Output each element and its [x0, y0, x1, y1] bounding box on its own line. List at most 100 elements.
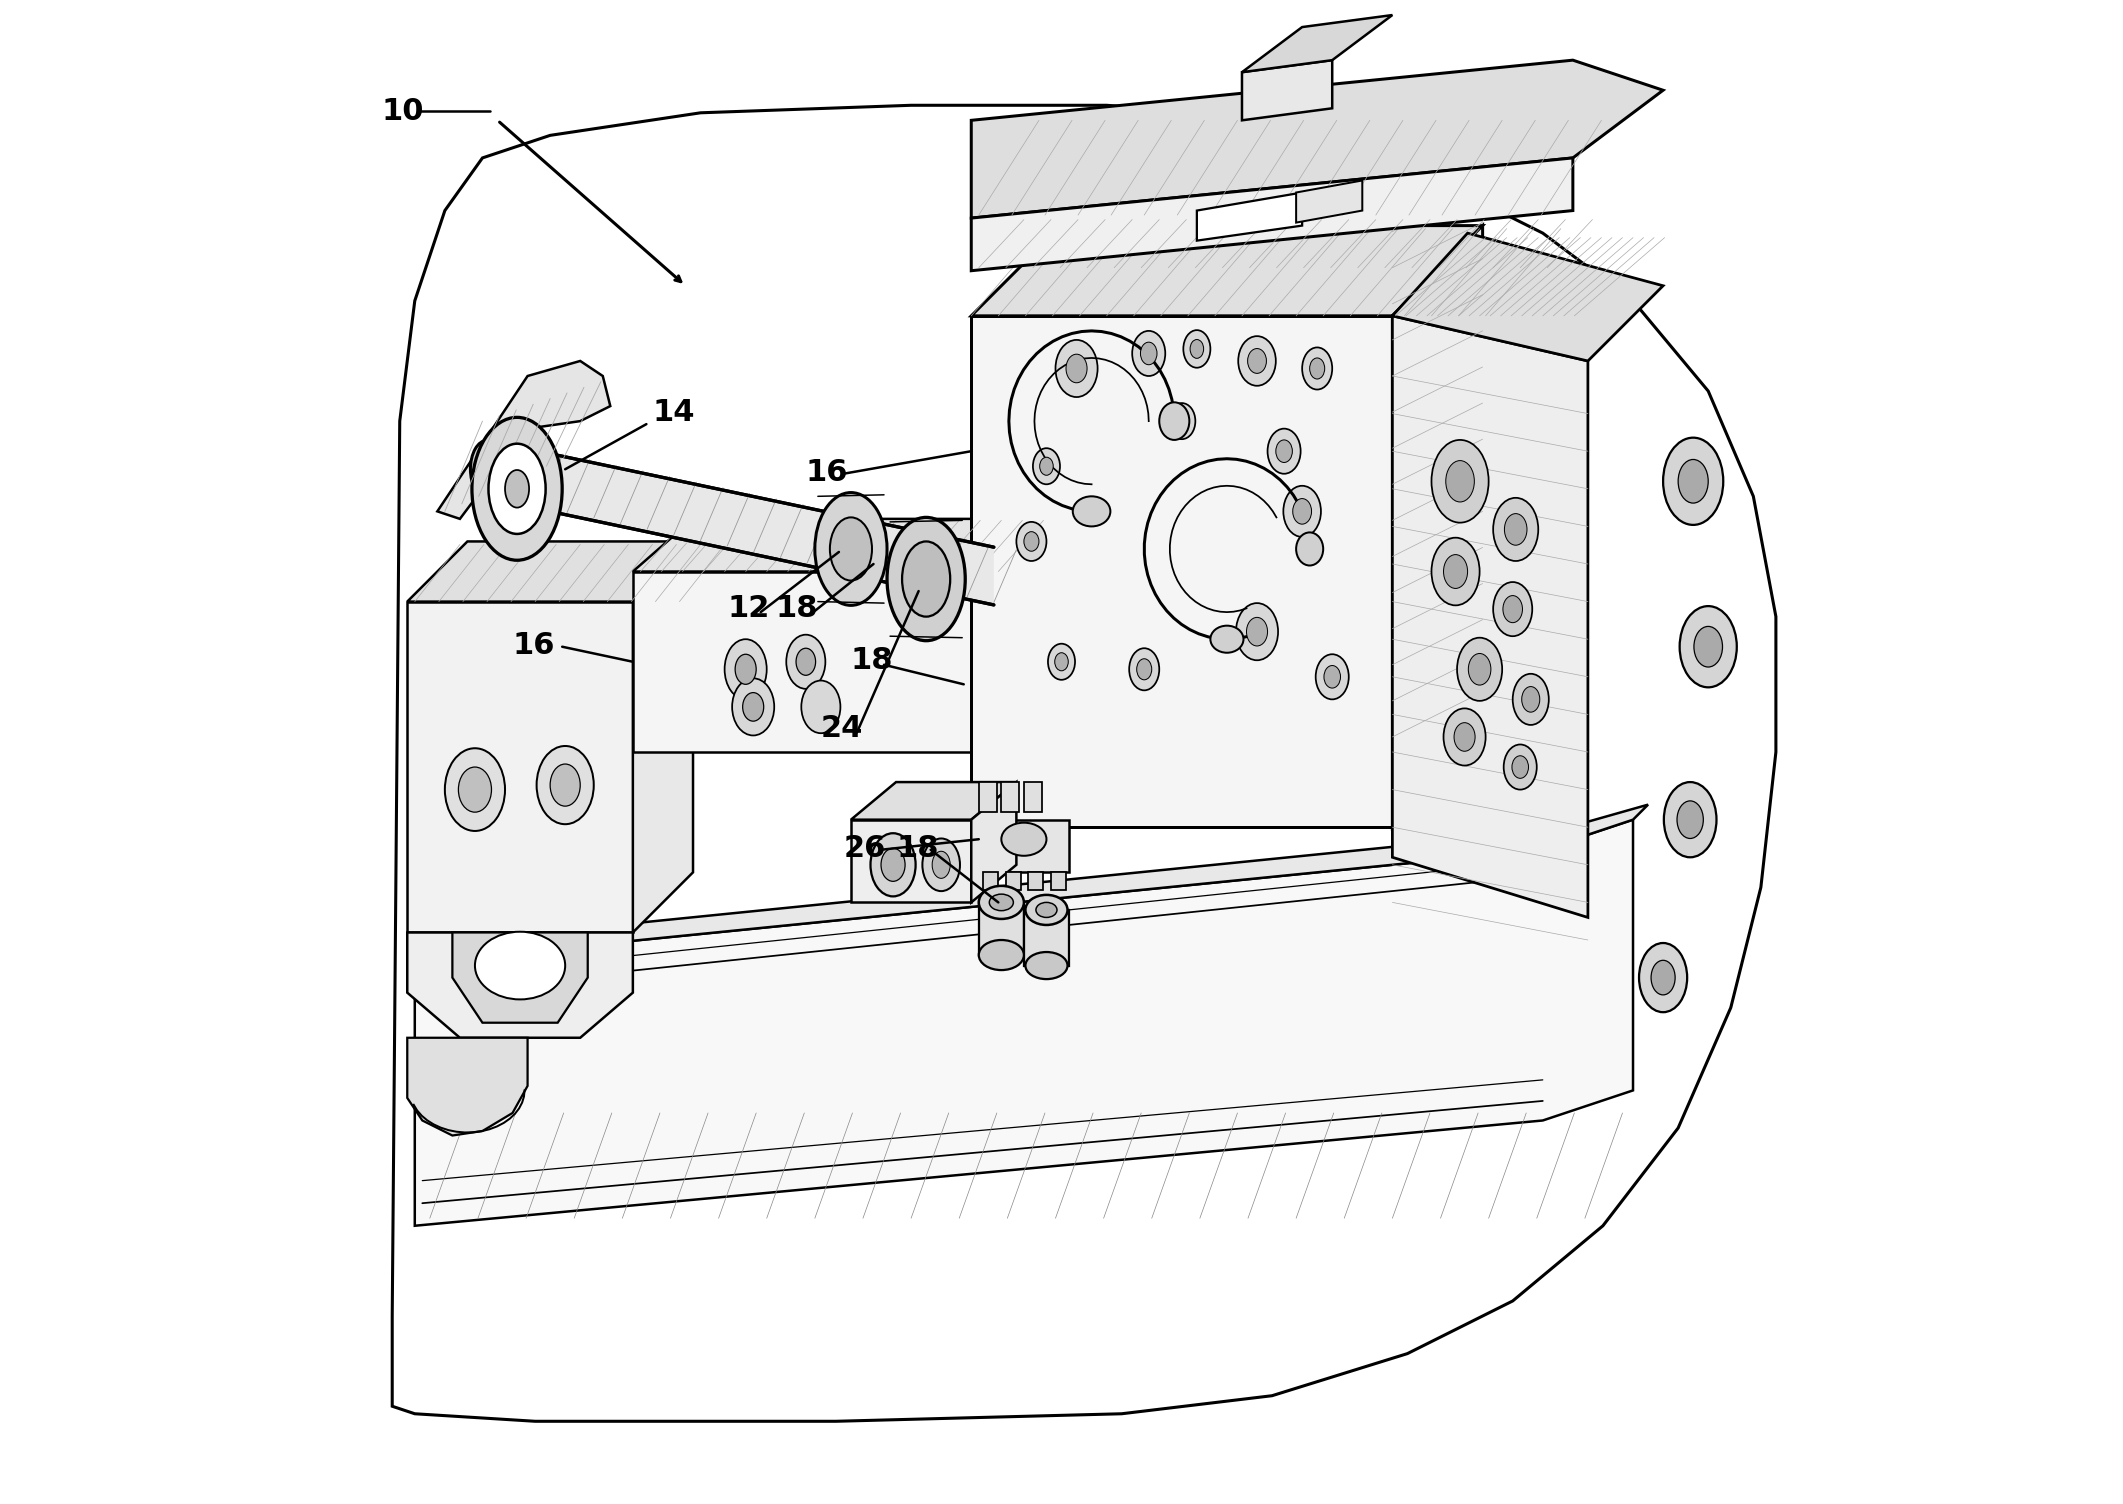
Ellipse shape — [1297, 532, 1323, 566]
Text: 14: 14 — [652, 399, 694, 427]
Polygon shape — [633, 572, 970, 752]
Polygon shape — [486, 441, 994, 605]
Ellipse shape — [1168, 403, 1195, 439]
Ellipse shape — [1002, 823, 1047, 856]
Ellipse shape — [1066, 355, 1087, 384]
Ellipse shape — [1431, 537, 1480, 605]
Ellipse shape — [1522, 686, 1539, 711]
Ellipse shape — [1639, 943, 1688, 1012]
Ellipse shape — [488, 444, 546, 534]
Ellipse shape — [1210, 626, 1244, 653]
Ellipse shape — [1036, 902, 1057, 917]
Polygon shape — [979, 782, 998, 812]
Polygon shape — [979, 902, 1023, 955]
Polygon shape — [1051, 872, 1066, 890]
Ellipse shape — [550, 764, 580, 806]
Polygon shape — [414, 805, 1647, 963]
Polygon shape — [1023, 910, 1070, 966]
Text: 16: 16 — [512, 632, 554, 660]
Text: 18: 18 — [851, 647, 894, 675]
Polygon shape — [633, 541, 692, 932]
Ellipse shape — [1140, 341, 1157, 365]
Ellipse shape — [830, 517, 873, 581]
Polygon shape — [983, 872, 998, 890]
Ellipse shape — [1316, 654, 1348, 699]
Ellipse shape — [887, 517, 966, 641]
Ellipse shape — [1446, 460, 1473, 502]
Ellipse shape — [732, 678, 775, 735]
Ellipse shape — [1325, 665, 1340, 689]
Ellipse shape — [1662, 438, 1724, 525]
Ellipse shape — [724, 639, 766, 699]
Ellipse shape — [1503, 596, 1522, 623]
Polygon shape — [1197, 193, 1301, 241]
Ellipse shape — [1174, 412, 1189, 430]
Ellipse shape — [1431, 441, 1488, 523]
Ellipse shape — [1238, 337, 1276, 387]
Ellipse shape — [1191, 340, 1204, 358]
Ellipse shape — [1023, 531, 1038, 550]
Ellipse shape — [1282, 486, 1321, 537]
Polygon shape — [408, 602, 633, 932]
Polygon shape — [970, 158, 1573, 271]
Polygon shape — [851, 820, 970, 902]
Ellipse shape — [446, 749, 505, 830]
Polygon shape — [970, 226, 1482, 316]
Ellipse shape — [1677, 800, 1703, 838]
Ellipse shape — [1236, 603, 1278, 660]
Ellipse shape — [1276, 441, 1293, 463]
Polygon shape — [1393, 226, 1482, 827]
Ellipse shape — [881, 848, 904, 881]
Text: 24: 24 — [822, 714, 864, 743]
Polygon shape — [1023, 782, 1042, 812]
Ellipse shape — [1694, 627, 1722, 668]
Polygon shape — [452, 932, 588, 1023]
Polygon shape — [1028, 872, 1042, 890]
Text: 12: 12 — [728, 594, 771, 623]
Polygon shape — [1297, 180, 1363, 223]
Polygon shape — [970, 519, 1032, 752]
Ellipse shape — [1514, 674, 1550, 725]
Polygon shape — [408, 932, 633, 1038]
Ellipse shape — [1246, 618, 1267, 647]
Ellipse shape — [1129, 648, 1159, 690]
Ellipse shape — [471, 417, 563, 561]
Text: 18: 18 — [775, 594, 817, 623]
Ellipse shape — [1136, 659, 1153, 680]
Polygon shape — [408, 1038, 529, 1136]
Text: 16: 16 — [807, 459, 849, 487]
Ellipse shape — [800, 680, 841, 734]
Ellipse shape — [1017, 522, 1047, 561]
Polygon shape — [970, 316, 1393, 827]
Ellipse shape — [786, 635, 826, 689]
Ellipse shape — [1492, 498, 1539, 561]
Ellipse shape — [1469, 653, 1490, 686]
Ellipse shape — [1454, 723, 1475, 752]
Ellipse shape — [932, 851, 951, 878]
Ellipse shape — [1679, 606, 1737, 687]
Ellipse shape — [1034, 448, 1059, 484]
Ellipse shape — [459, 767, 493, 812]
Ellipse shape — [476, 931, 565, 999]
Ellipse shape — [1248, 349, 1267, 373]
Ellipse shape — [979, 886, 1023, 919]
Ellipse shape — [505, 469, 529, 507]
Ellipse shape — [1456, 638, 1503, 701]
Ellipse shape — [902, 541, 951, 617]
Ellipse shape — [921, 839, 960, 890]
Ellipse shape — [979, 940, 1023, 970]
Polygon shape — [1006, 872, 1021, 890]
Ellipse shape — [1652, 961, 1675, 996]
Polygon shape — [1393, 316, 1588, 917]
Ellipse shape — [815, 493, 887, 605]
Polygon shape — [970, 60, 1662, 218]
Polygon shape — [393, 105, 1777, 1421]
Ellipse shape — [1159, 403, 1189, 441]
Ellipse shape — [989, 893, 1013, 911]
Ellipse shape — [1293, 498, 1312, 523]
Ellipse shape — [1512, 755, 1529, 779]
Text: 10: 10 — [382, 98, 425, 126]
Polygon shape — [633, 519, 1032, 572]
Ellipse shape — [1664, 782, 1718, 857]
Polygon shape — [414, 820, 1633, 1226]
